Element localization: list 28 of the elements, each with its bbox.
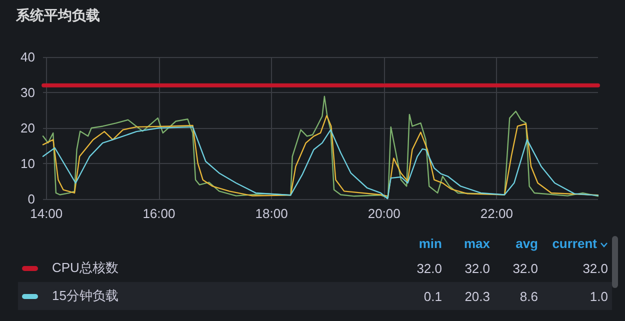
text: 32.0 (512, 260, 538, 276)
text: 20.3 (464, 288, 490, 304)
text: 8.6 (518, 288, 538, 304)
text: 0.1 (422, 288, 442, 304)
y-tick-label: 0 (28, 192, 35, 206)
y-tick-label: 20 (20, 120, 35, 136)
text: 32.0 (416, 260, 442, 276)
text: current (551, 236, 598, 250)
x-tick-label: 16:00 (142, 206, 176, 221)
x-tick-label: 22:00 (480, 206, 513, 221)
line-series (42, 126, 599, 200)
legend-label: CPU总核数 (52, 259, 120, 277)
x-tick-label: 14:00 (30, 206, 63, 221)
x-tick-label: 18:00 (255, 206, 288, 221)
text: min (418, 236, 442, 250)
text: 32.0 (464, 260, 490, 276)
line-series (42, 96, 599, 199)
y-tick-label: 10 (20, 156, 35, 171)
x-tick-label: 20:00 (368, 206, 400, 221)
text: max (462, 236, 490, 250)
chart-title: 系统平均负载 (16, 7, 100, 25)
line-series (42, 114, 599, 197)
y-tick-label: 40 (20, 50, 35, 64)
legend-label: 15分钟负载 (52, 287, 120, 305)
text: avg (514, 236, 538, 250)
text: 32.0 (582, 260, 608, 276)
y-tick-label: 30 (20, 85, 35, 100)
text: 1.0 (588, 288, 608, 304)
